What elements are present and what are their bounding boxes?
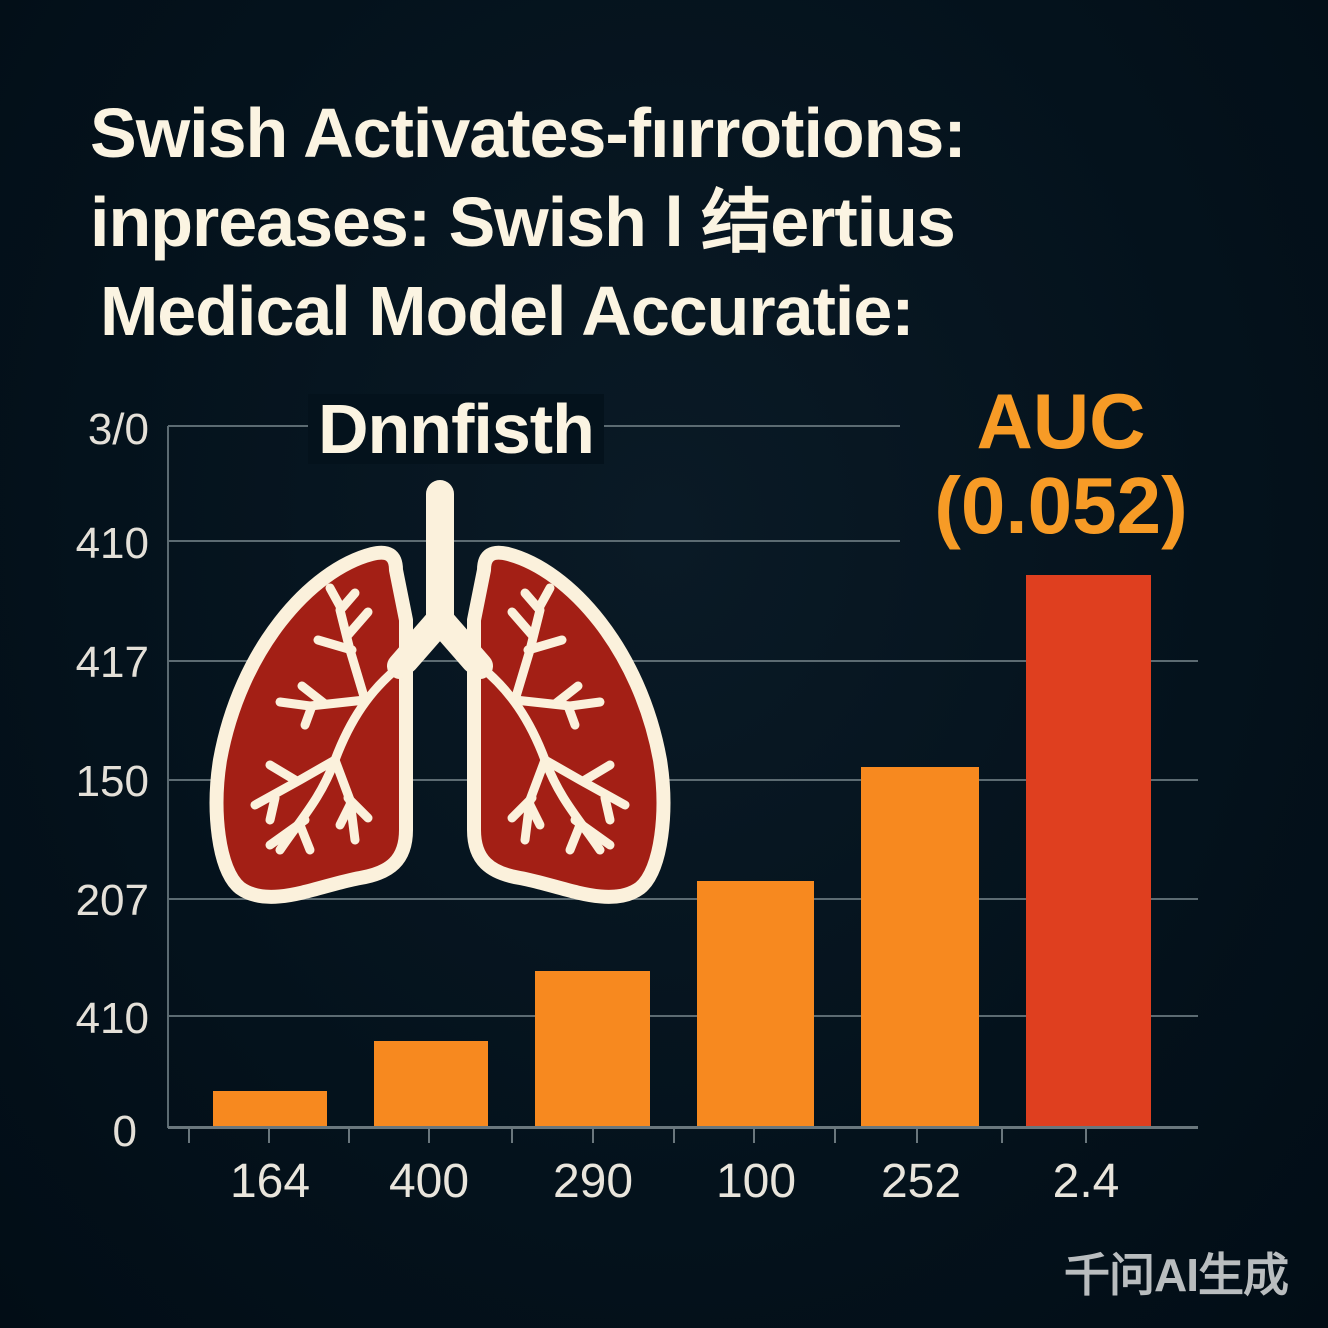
x-tick-mark	[753, 1129, 755, 1143]
gridline	[168, 779, 1198, 781]
x-tick-mark	[1085, 1129, 1087, 1143]
y-axis-line	[167, 426, 169, 1128]
auc-annotation-value: (0.052)	[934, 461, 1188, 550]
x-tick-mark	[268, 1129, 270, 1143]
x-tick-label: 400	[388, 1155, 470, 1208]
gridline	[168, 540, 900, 542]
x-tick-label: 290	[552, 1155, 634, 1208]
x-tick-mark	[916, 1129, 918, 1143]
y-tick-label: 207	[75, 876, 149, 925]
x-tick-label: 2.4	[1052, 1155, 1120, 1208]
x-axis-line	[168, 1126, 1198, 1129]
y-tick-label: 150	[75, 757, 149, 806]
bar	[861, 767, 979, 1126]
x-tick-mark	[834, 1129, 836, 1143]
x-tick-mark	[673, 1129, 675, 1143]
gridline	[168, 1015, 1198, 1017]
x-tick-mark	[428, 1129, 430, 1143]
bar-highlight	[1026, 575, 1151, 1126]
x-tick-mark	[592, 1129, 594, 1143]
gridline	[168, 898, 1198, 900]
y-tick-label: 3/0	[87, 405, 149, 454]
y-tick-label: 0	[112, 1107, 137, 1156]
bar	[213, 1091, 327, 1126]
x-tick-mark	[188, 1129, 190, 1143]
chart-title-line-2: inpreases: Swish l 结ertius	[90, 183, 956, 261]
bar	[697, 881, 814, 1126]
x-tick-label: 252	[880, 1155, 962, 1208]
auc-annotation-label: AUC	[976, 377, 1146, 465]
gridline	[168, 660, 1198, 662]
x-tick-mark	[1001, 1129, 1003, 1143]
chart-title-line-1: Swish Activates-fıırrotions:	[90, 94, 967, 172]
watermark: 千问AI生成	[1064, 1249, 1289, 1301]
bar	[535, 971, 650, 1126]
chart-title-line-3: Medical Model Accuratie:	[100, 272, 915, 350]
x-tick-label: 100	[715, 1155, 797, 1208]
bar	[374, 1041, 488, 1126]
x-tick-label: 164	[229, 1155, 311, 1208]
lungs-icon	[209, 480, 671, 904]
y-tick-label: 410	[75, 519, 149, 568]
y-tick-label: 417	[75, 638, 149, 687]
x-tick-mark	[348, 1129, 350, 1143]
x-tick-mark	[511, 1129, 513, 1143]
y-tick-label: 410	[75, 994, 149, 1043]
series-label: Dnnfisth	[308, 394, 604, 464]
